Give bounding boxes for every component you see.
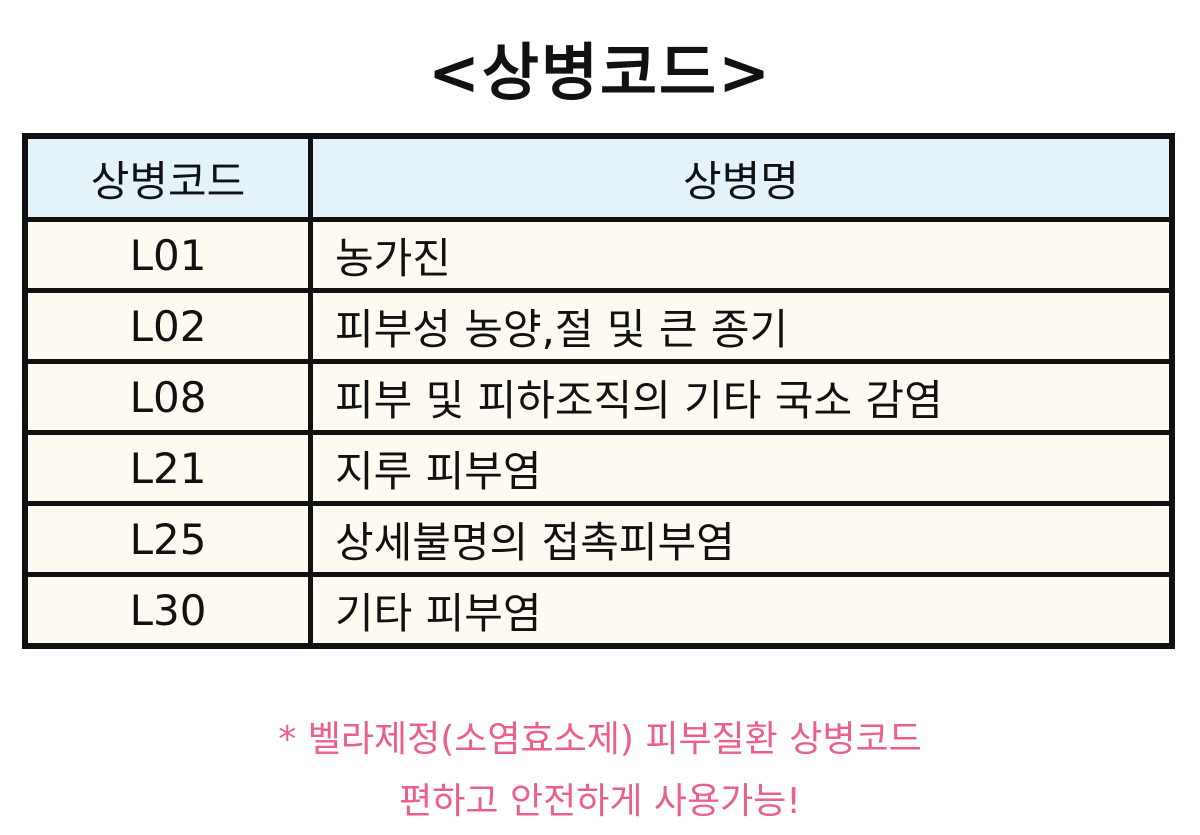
- cell-name: 피부성 농양,절 및 큰 종기: [308, 288, 1175, 364]
- table-row: L30 기타 피부염: [22, 572, 1175, 649]
- table-header-row: 상병코드 상병명: [22, 133, 1175, 222]
- table-row: L21 지루 피부염: [22, 430, 1175, 506]
- cell-code: L30: [22, 572, 313, 649]
- cell-code: L02: [22, 288, 313, 364]
- footnote-line-1: * 벨라제정(소염효소제) 피부질환 상병코드: [278, 719, 922, 760]
- cell-name: 상세불명의 접촉피부염: [308, 501, 1175, 577]
- header-name: 상병명: [308, 133, 1175, 222]
- table-row: L02 피부성 농양,절 및 큰 종기: [22, 288, 1175, 364]
- table-row: L25 상세불명의 접촉피부염: [22, 501, 1175, 577]
- page-title: <상병코드>: [427, 36, 773, 109]
- cell-name: 기타 피부염: [308, 572, 1175, 649]
- cell-code: L25: [22, 501, 313, 577]
- cell-code: L01: [22, 217, 313, 293]
- cell-code: L21: [22, 430, 313, 506]
- cell-name: 농가진: [308, 217, 1175, 293]
- header-code: 상병코드: [22, 133, 313, 222]
- cell-name: 지루 피부염: [308, 430, 1175, 506]
- cell-code: L08: [22, 359, 313, 435]
- table-row: L01 농가진: [22, 217, 1175, 293]
- footnote-line-2: 편하고 안전하게 사용가능!: [399, 781, 801, 822]
- table-row: L08 피부 및 피하조직의 기타 국소 감염: [22, 359, 1175, 435]
- cell-name: 피부 및 피하조직의 기타 국소 감염: [308, 359, 1175, 435]
- disease-code-table: 상병코드 상병명 L01 농가진 L02 피부성 농양,절 및 큰 종기 L08 피부…: [22, 133, 1175, 649]
